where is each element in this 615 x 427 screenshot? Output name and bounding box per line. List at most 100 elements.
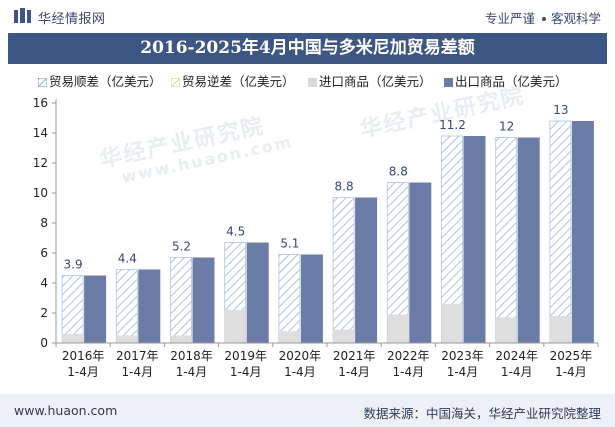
y-tick-label: 12	[33, 156, 48, 170]
data-label-surplus: 12	[499, 120, 514, 134]
y-tick-label: 10	[33, 186, 48, 200]
bar-export	[355, 197, 378, 343]
data-label-surplus: 5.2	[172, 240, 191, 254]
x-category-label: 2023年 1-4月	[441, 349, 484, 379]
slogan-dot	[541, 16, 546, 21]
bar-import	[116, 335, 138, 343]
bar-import	[549, 316, 571, 343]
x-category-label-line: 2023年	[441, 349, 484, 363]
legend-label-export: 出口商品（亿美元）	[455, 74, 568, 89]
bar-surplus	[332, 197, 355, 344]
x-category-label-line: 1-4月	[555, 365, 587, 379]
bar-surplus	[549, 120, 572, 344]
bar-export	[409, 182, 432, 343]
bar-export	[571, 121, 594, 343]
y-tick-label: 4	[40, 276, 48, 290]
legend-swatch-import	[308, 78, 317, 87]
bar-export	[517, 137, 540, 343]
y-tick-label: 6	[40, 246, 48, 260]
bar-export	[138, 269, 161, 343]
bar-import	[278, 331, 300, 343]
bar-import	[62, 334, 84, 343]
x-category-label-line: 2020年	[279, 349, 322, 363]
footer-source: 数据来源：中国海关，华经产业研究院整理	[363, 406, 601, 421]
y-tick-label: 16	[33, 96, 48, 110]
data-label-surplus: 4.5	[226, 225, 245, 239]
x-category-label-line: 1-4月	[501, 365, 533, 379]
bar-surplus	[495, 137, 518, 344]
bar-export	[300, 254, 323, 343]
data-label-surplus: 5.1	[280, 237, 299, 251]
x-category-label: 2025年 1-4月	[550, 349, 593, 379]
footer: www.huaon.com 数据来源：中国海关，华经产业研究院整理	[0, 394, 615, 427]
x-category-label: 2020年 1-4月	[279, 349, 322, 379]
bar-chart: 0 2 4 6 8 10 12 14 16 3.9 4.4 5.2 4.5 5.1 8.8 8.8 11.2 1…	[33, 96, 599, 379]
bar-surplus	[61, 275, 84, 344]
x-category-label-line: 1-4月	[284, 365, 316, 379]
bar-surplus	[278, 254, 301, 344]
legend-label-deficit: 贸易逆差（亿美元）	[182, 74, 295, 89]
data-label-surplus: 8.8	[335, 180, 354, 194]
bar-surplus	[115, 269, 138, 344]
slogan-right: 客观科学	[550, 11, 601, 26]
bar-export	[84, 275, 107, 343]
title-bar: 2016-2025年4月中国与多米尼加贸易差额	[8, 33, 607, 64]
data-label-surplus: 4.4	[118, 252, 137, 266]
bar-import	[441, 304, 463, 343]
x-category-label-line: 1-4月	[176, 365, 208, 379]
x-category-label-line: 2025年	[550, 349, 593, 363]
x-category-label-line: 2021年	[333, 349, 376, 363]
bar-import	[387, 314, 409, 343]
bar-surplus	[170, 257, 192, 344]
bar-import	[224, 310, 246, 343]
brand-name: 华经情报网	[38, 12, 106, 27]
x-category-label-line: 2018年	[170, 349, 213, 363]
legend-swatch-deficit	[171, 78, 180, 87]
footer-site: www.huaon.com	[14, 403, 118, 418]
x-category-label-line: 2024年	[495, 349, 538, 363]
y-tick-label: 8	[40, 216, 48, 230]
x-category-label: 2021年 1-4月	[333, 349, 376, 379]
bars-group: 3.9 4.4 5.2 4.5 5.1 8.8 8.8 11.2 12 13	[61, 103, 594, 344]
bar-export	[246, 242, 269, 343]
y-tick-label: 2	[40, 306, 48, 320]
data-label-surplus: 8.8	[389, 165, 408, 179]
bar-export	[192, 257, 215, 343]
x-category-label-line: 1-4月	[392, 365, 424, 379]
legend-label-import: 进口商品（亿美元）	[319, 74, 432, 89]
x-category-label: 2024年 1-4月	[495, 349, 538, 379]
x-category-label: 2016年 1-4月	[62, 349, 105, 379]
legend-swatch-surplus	[38, 78, 47, 87]
data-label-surplus: 3.9	[64, 258, 83, 272]
x-category-label-line: 2016年	[62, 349, 105, 363]
slogan-left: 专业严谨	[484, 11, 535, 26]
legend-swatch-export	[444, 78, 453, 87]
bar-import	[170, 335, 192, 343]
x-category-label-line: 1-4月	[230, 365, 262, 379]
y-axis: 0 2 4 6 8 10 12 14 16	[33, 96, 57, 350]
y-tick-label: 0	[40, 336, 48, 350]
x-category-label-line: 1-4月	[67, 365, 99, 379]
x-category-label-line: 1-4月	[447, 365, 479, 379]
x-category-label-line: 1-4月	[338, 365, 370, 379]
x-category-label-line: 2019年	[224, 349, 267, 363]
top-bar: 华经情报网 专业严谨 客观科学	[0, 0, 615, 32]
bar-import	[333, 329, 355, 343]
brand-logo-icon	[14, 8, 31, 23]
x-category-label-line: 2017年	[116, 349, 159, 363]
legend-label-surplus: 贸易顺差（亿美元）	[49, 74, 162, 89]
bar-import	[495, 317, 517, 343]
bar-export	[463, 136, 486, 343]
x-category-label-line: 1-4月	[121, 365, 153, 379]
x-category-label: 2017年 1-4月	[116, 349, 159, 379]
data-label-surplus: 13	[553, 103, 568, 117]
x-category-label: 2022年 1-4月	[387, 349, 430, 379]
x-category-label: 2018年 1-4月	[170, 349, 213, 379]
chart-title: 2016-2025年4月中国与多米尼加贸易差额	[140, 38, 475, 58]
x-category-label-line: 2022年	[387, 349, 430, 363]
x-category-label: 2019年 1-4月	[224, 349, 267, 379]
slogan: 专业严谨 客观科学	[485, 8, 601, 27]
data-label-surplus: 11.2	[439, 118, 466, 132]
y-tick-label: 14	[33, 126, 48, 140]
